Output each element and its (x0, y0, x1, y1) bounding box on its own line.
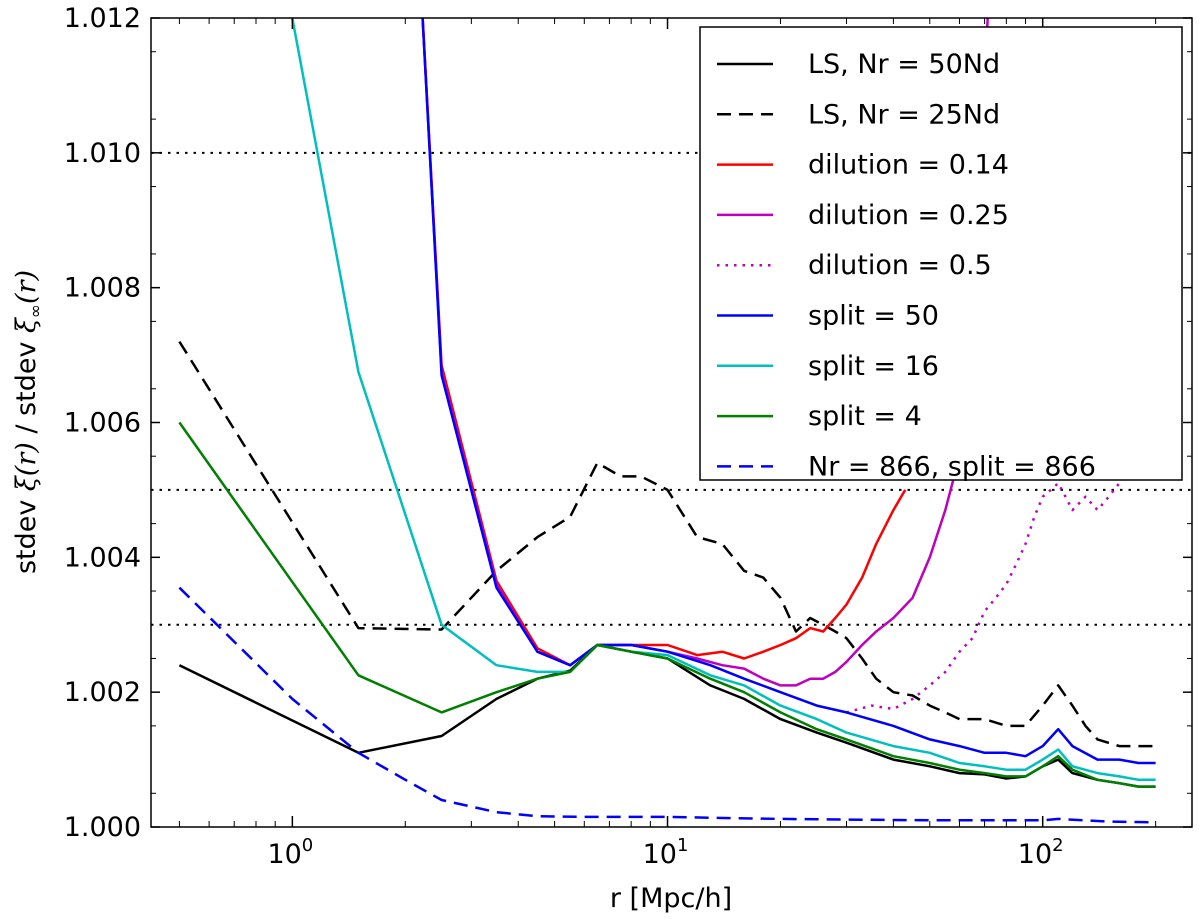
legend-label-5: dilution = 0.5 (808, 250, 992, 281)
y-axis-label: stdev ξ(r) / stdev ξ∞(r) (11, 270, 46, 574)
series-line-6 (421, 18, 1156, 765)
series-line-8 (178, 421, 1156, 788)
legend-label-3: dilution = 0.14 (808, 150, 1009, 181)
y-tick-label: 1.000 (64, 812, 141, 843)
y-tick-label: 1.004 (64, 542, 141, 573)
legend-box (699, 26, 1183, 481)
x-tick-label: 100 (267, 835, 313, 870)
legend-label-1: LS, Nr = 50Nd (808, 49, 1000, 80)
y-tick-label: 1.002 (64, 677, 141, 708)
series-layer (178, 18, 1156, 824)
legend-label-7: split = 16 (808, 351, 939, 382)
legend-label-9: Nr = 866, split = 866 (808, 451, 1096, 482)
legend-label-6: split = 50 (808, 301, 939, 332)
y-tick-label: 1.006 (64, 408, 141, 439)
x-tick-label: 101 (643, 835, 689, 870)
legend-label-8: split = 4 (808, 401, 922, 432)
y-tick-label: 1.012 (64, 3, 141, 34)
series-line-9 (178, 586, 1156, 824)
x-axis-label: r [Mpc/h] (610, 883, 732, 914)
y-tick-label: 1.010 (64, 138, 141, 169)
legend-label-2: LS, Nr = 25Nd (808, 99, 1000, 130)
series-line-7 (291, 18, 1156, 782)
y-tick-label: 1.008 (64, 273, 141, 304)
axis-ticks: 1.000 1.002 1.004 1.006 1.008 1.010 1.012 100 10… (64, 3, 1192, 870)
legend-label-4: dilution = 0.25 (808, 200, 1009, 231)
x-tick-label: 102 (1018, 835, 1064, 870)
legend: LS, Nr = 50Nd LS, Nr = 25Nd dilution = 0.1… (699, 26, 1183, 482)
series-line-3 (421, 18, 907, 667)
